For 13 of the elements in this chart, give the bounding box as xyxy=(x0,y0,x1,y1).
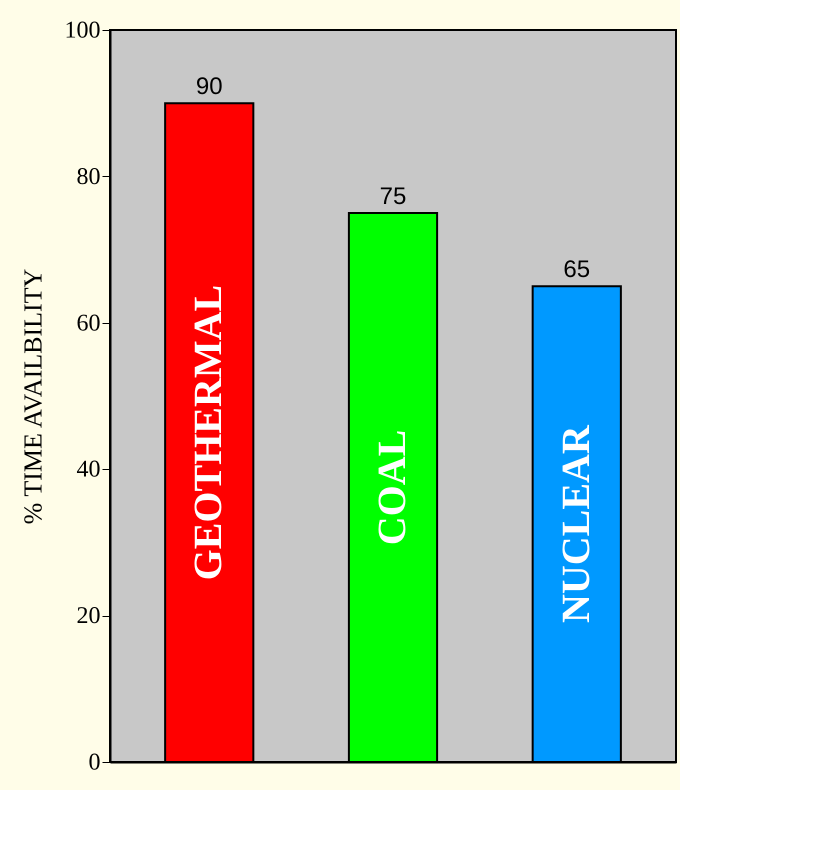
y-tick-label: 20 xyxy=(76,603,100,630)
y-tick-label: 100 xyxy=(64,18,100,44)
data-label: 90 xyxy=(196,73,223,100)
x-tick-label: NUCLEAR xyxy=(552,424,598,623)
data-label: 75 xyxy=(380,183,406,210)
y-tick-label: 80 xyxy=(76,164,100,190)
x-tick-label: GEOTHERMAL xyxy=(185,284,230,580)
y-axis-title: % TIME AVAILBILITY xyxy=(18,268,48,524)
y-tick-label: 40 xyxy=(76,456,100,483)
y-tick-label: 0 xyxy=(88,750,100,776)
x-tick-label: COAL xyxy=(369,430,414,546)
y-tick-label: 60 xyxy=(76,310,100,336)
data-label: 65 xyxy=(563,256,590,284)
